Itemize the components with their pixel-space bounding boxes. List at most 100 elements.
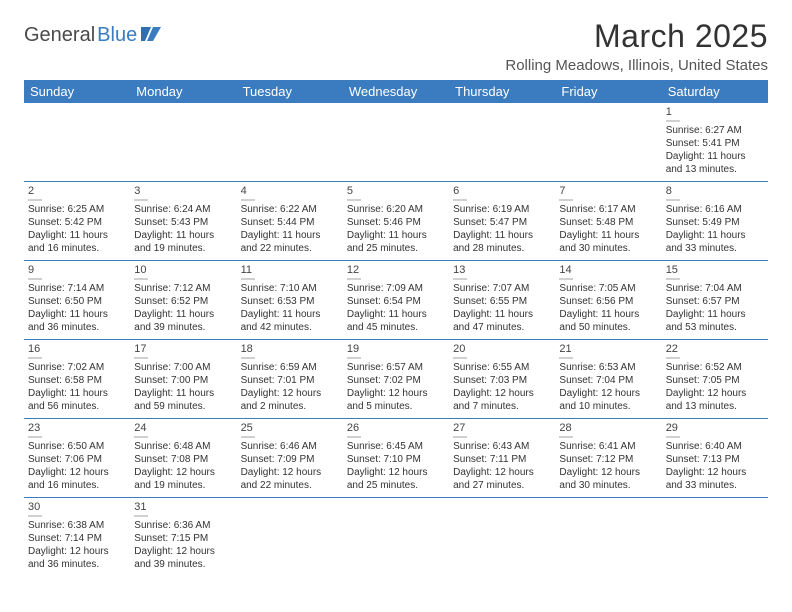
daylight-text: and 19 minutes.: [134, 242, 232, 255]
daylight-text: Daylight: 11 hours: [134, 387, 232, 400]
sunset-text: Sunset: 7:14 PM: [28, 532, 126, 545]
day-number: 23: [28, 421, 42, 438]
week-row: 23Sunrise: 6:50 AMSunset: 7:06 PMDayligh…: [24, 419, 768, 498]
sunrise-text: Sunrise: 6:22 AM: [241, 203, 339, 216]
empty-day-cell: [237, 103, 343, 181]
day-cell: 4Sunrise: 6:22 AMSunset: 5:44 PMDaylight…: [237, 182, 343, 260]
sunrise-text: Sunrise: 7:10 AM: [241, 282, 339, 295]
empty-day-cell: [449, 103, 555, 181]
logo: GeneralBlue: [24, 18, 163, 47]
sunset-text: Sunset: 7:12 PM: [559, 453, 657, 466]
sunrise-text: Sunrise: 6:45 AM: [347, 440, 445, 453]
sunset-text: Sunset: 5:48 PM: [559, 216, 657, 229]
empty-day-cell: [662, 498, 768, 576]
sunrise-text: Sunrise: 6:43 AM: [453, 440, 551, 453]
sunset-text: Sunset: 5:41 PM: [666, 137, 764, 150]
sunset-text: Sunset: 7:15 PM: [134, 532, 232, 545]
sunset-text: Sunset: 5:47 PM: [453, 216, 551, 229]
day-number: 27: [453, 421, 467, 438]
sunrise-text: Sunrise: 6:19 AM: [453, 203, 551, 216]
sunset-text: Sunset: 7:08 PM: [134, 453, 232, 466]
daylight-text: Daylight: 12 hours: [453, 387, 551, 400]
day-cell: 13Sunrise: 7:07 AMSunset: 6:55 PMDayligh…: [449, 261, 555, 339]
day-cell: 26Sunrise: 6:45 AMSunset: 7:10 PMDayligh…: [343, 419, 449, 497]
daylight-text: Daylight: 11 hours: [559, 308, 657, 321]
day-cell: 5Sunrise: 6:20 AMSunset: 5:46 PMDaylight…: [343, 182, 449, 260]
daylight-text: and 53 minutes.: [666, 321, 764, 334]
empty-day-cell: [24, 103, 130, 181]
day-cell: 27Sunrise: 6:43 AMSunset: 7:11 PMDayligh…: [449, 419, 555, 497]
daylight-text: and 39 minutes.: [134, 321, 232, 334]
daylight-text: and 28 minutes.: [453, 242, 551, 255]
daylight-text: Daylight: 11 hours: [453, 308, 551, 321]
sunset-text: Sunset: 6:57 PM: [666, 295, 764, 308]
sunset-text: Sunset: 6:52 PM: [134, 295, 232, 308]
day-number: 11: [241, 263, 255, 280]
daylight-text: and 45 minutes.: [347, 321, 445, 334]
sunrise-text: Sunrise: 6:16 AM: [666, 203, 764, 216]
sunrise-text: Sunrise: 7:05 AM: [559, 282, 657, 295]
day-cell: 24Sunrise: 6:48 AMSunset: 7:08 PMDayligh…: [130, 419, 236, 497]
sunrise-text: Sunrise: 7:14 AM: [28, 282, 126, 295]
daylight-text: and 30 minutes.: [559, 242, 657, 255]
day-number: 31: [134, 500, 148, 517]
sunrise-text: Sunrise: 6:24 AM: [134, 203, 232, 216]
sunrise-text: Sunrise: 6:20 AM: [347, 203, 445, 216]
sunrise-text: Sunrise: 6:59 AM: [241, 361, 339, 374]
sunset-text: Sunset: 7:03 PM: [453, 374, 551, 387]
day-number: 4: [241, 184, 255, 201]
day-number: 21: [559, 342, 573, 359]
empty-day-cell: [555, 498, 661, 576]
daylight-text: Daylight: 12 hours: [241, 387, 339, 400]
sunrise-text: Sunrise: 7:00 AM: [134, 361, 232, 374]
sunrise-text: Sunrise: 6:36 AM: [134, 519, 232, 532]
week-row: 1Sunrise: 6:27 AMSunset: 5:41 PMDaylight…: [24, 103, 768, 182]
day-number: 3: [134, 184, 148, 201]
empty-day-cell: [449, 498, 555, 576]
day-number: 14: [559, 263, 573, 280]
day-cell: 20Sunrise: 6:55 AMSunset: 7:03 PMDayligh…: [449, 340, 555, 418]
sunrise-text: Sunrise: 6:38 AM: [28, 519, 126, 532]
sunrise-text: Sunrise: 6:48 AM: [134, 440, 232, 453]
daylight-text: Daylight: 12 hours: [453, 466, 551, 479]
daylight-text: and 13 minutes.: [666, 400, 764, 413]
sunrise-text: Sunrise: 6:25 AM: [28, 203, 126, 216]
daylight-text: Daylight: 11 hours: [28, 229, 126, 242]
month-title: March 2025: [505, 18, 768, 55]
daylight-text: Daylight: 12 hours: [28, 466, 126, 479]
location-subtitle: Rolling Meadows, Illinois, United States: [505, 57, 768, 74]
sunset-text: Sunset: 5:44 PM: [241, 216, 339, 229]
sunset-text: Sunset: 6:54 PM: [347, 295, 445, 308]
day-number: 29: [666, 421, 680, 438]
week-row: 16Sunrise: 7:02 AMSunset: 6:58 PMDayligh…: [24, 340, 768, 419]
daylight-text: Daylight: 12 hours: [28, 545, 126, 558]
weekday-header-cell: Tuesday: [237, 80, 343, 103]
day-cell: 2Sunrise: 6:25 AMSunset: 5:42 PMDaylight…: [24, 182, 130, 260]
daylight-text: and 33 minutes.: [666, 242, 764, 255]
sunrise-text: Sunrise: 7:09 AM: [347, 282, 445, 295]
daylight-text: and 10 minutes.: [559, 400, 657, 413]
sunrise-text: Sunrise: 7:04 AM: [666, 282, 764, 295]
day-number: 19: [347, 342, 361, 359]
sunrise-text: Sunrise: 7:02 AM: [28, 361, 126, 374]
sunrise-text: Sunrise: 6:46 AM: [241, 440, 339, 453]
daylight-text: and 56 minutes.: [28, 400, 126, 413]
daylight-text: Daylight: 11 hours: [28, 387, 126, 400]
day-number: 24: [134, 421, 148, 438]
sunrise-text: Sunrise: 6:17 AM: [559, 203, 657, 216]
calendar-grid: SundayMondayTuesdayWednesdayThursdayFrid…: [24, 80, 768, 576]
weekday-header-row: SundayMondayTuesdayWednesdayThursdayFrid…: [24, 80, 768, 103]
weekday-header-cell: Friday: [555, 80, 661, 103]
day-cell: 6Sunrise: 6:19 AMSunset: 5:47 PMDaylight…: [449, 182, 555, 260]
empty-day-cell: [130, 103, 236, 181]
sunrise-text: Sunrise: 6:50 AM: [28, 440, 126, 453]
daylight-text: and 25 minutes.: [347, 479, 445, 492]
daylight-text: Daylight: 11 hours: [28, 308, 126, 321]
sunrise-text: Sunrise: 6:27 AM: [666, 124, 764, 137]
sunset-text: Sunset: 7:02 PM: [347, 374, 445, 387]
weekday-header-cell: Wednesday: [343, 80, 449, 103]
sunset-text: Sunset: 7:06 PM: [28, 453, 126, 466]
daylight-text: Daylight: 11 hours: [347, 308, 445, 321]
sunrise-text: Sunrise: 6:57 AM: [347, 361, 445, 374]
flag-icon: [141, 25, 163, 46]
